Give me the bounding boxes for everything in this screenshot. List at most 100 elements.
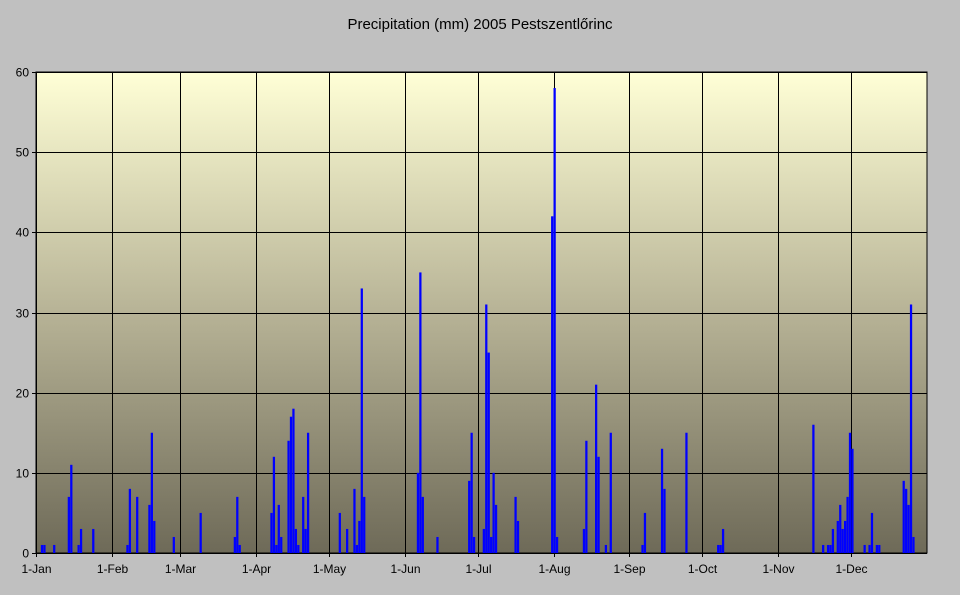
bar — [721, 528, 725, 553]
bar — [836, 520, 839, 553]
bar — [643, 512, 647, 553]
bar — [150, 432, 153, 553]
bar — [148, 504, 151, 553]
x-tick-label: 1-Mar — [165, 562, 196, 576]
bar — [551, 216, 554, 554]
bar — [270, 512, 273, 553]
bar — [294, 528, 298, 553]
axes — [32, 72, 927, 557]
bar — [338, 512, 341, 553]
bar — [717, 544, 720, 553]
bar — [875, 544, 878, 553]
bar — [306, 432, 310, 553]
bar — [43, 544, 46, 553]
bar — [419, 272, 422, 553]
x-tick-label: 1-Nov — [762, 562, 794, 576]
bar — [516, 520, 520, 553]
bar — [280, 536, 283, 553]
bar — [863, 544, 866, 553]
bar — [839, 504, 842, 553]
x-tick-label: 1-Jan — [21, 562, 51, 576]
x-tick-label: 1-Sep — [613, 562, 645, 576]
bar — [277, 504, 280, 553]
bar — [848, 432, 852, 553]
bar — [92, 528, 95, 553]
bar — [514, 496, 517, 553]
bar — [153, 520, 156, 553]
bar — [79, 528, 83, 553]
bar — [67, 496, 70, 553]
x-tick-label: 1-Oct — [688, 562, 718, 576]
bar — [868, 544, 871, 553]
bar — [272, 456, 276, 553]
bar — [609, 432, 612, 553]
x-tick-label: 1-Feb — [97, 562, 129, 576]
bar — [416, 472, 420, 553]
bar — [902, 480, 905, 553]
bar — [472, 536, 476, 553]
y-tick-label: 20 — [16, 387, 30, 401]
bar — [841, 528, 844, 553]
bar — [40, 544, 44, 553]
x-tick-labels: 1-Jan 1-Feb 1-Mar 1-Apr 1-May 1-Jun 1-Jul 1-Aug… — [21, 562, 867, 576]
bar — [585, 440, 588, 553]
y-tick-label: 50 — [16, 146, 30, 160]
bar — [358, 520, 361, 553]
bar — [287, 440, 290, 553]
bar — [136, 496, 139, 553]
bar — [641, 544, 644, 553]
bar — [275, 544, 278, 553]
x-tick-label: 1-Jun — [390, 562, 420, 576]
bar — [663, 488, 666, 553]
bar — [199, 512, 202, 553]
bar — [363, 496, 366, 553]
bar — [289, 416, 293, 553]
bar — [353, 488, 356, 553]
bar — [582, 528, 586, 553]
bar — [826, 544, 830, 553]
bar — [468, 480, 471, 553]
y-tick-label: 0 — [22, 547, 29, 561]
bar — [70, 464, 73, 553]
bar — [236, 496, 239, 553]
bar — [492, 472, 495, 553]
y-tick-label: 10 — [16, 467, 30, 481]
bar — [719, 544, 722, 553]
y-tick-label: 60 — [16, 66, 30, 80]
bar — [485, 304, 488, 553]
bar — [233, 536, 236, 553]
bar — [297, 544, 300, 553]
bar — [912, 536, 915, 553]
y-tick-labels: 0 10 20 30 40 50 60 — [16, 66, 30, 561]
bar — [870, 512, 874, 553]
bar — [304, 528, 307, 553]
bar — [812, 424, 815, 553]
bar — [878, 544, 881, 553]
chart-title: Precipitation (mm) 2005 Pestszentlőrinc — [347, 16, 613, 33]
bar — [53, 544, 56, 553]
bar — [490, 536, 493, 553]
bar — [126, 544, 129, 553]
bars — [40, 88, 915, 554]
bar — [595, 384, 598, 553]
bar — [822, 544, 825, 553]
x-tick-label: 1-Apr — [242, 562, 271, 576]
x-tick-label: 1-Aug — [538, 562, 570, 576]
bar — [436, 536, 439, 553]
bar — [482, 528, 485, 553]
bar — [238, 544, 241, 553]
x-tick-label: 1-May — [313, 562, 346, 576]
y-tick-label: 30 — [16, 307, 30, 321]
bar — [292, 408, 295, 553]
bar — [487, 352, 490, 553]
bar — [831, 528, 835, 553]
bar — [604, 544, 608, 553]
bar — [553, 88, 556, 553]
bar — [172, 536, 175, 553]
bar — [360, 288, 363, 553]
bar — [494, 504, 498, 553]
bar — [907, 504, 910, 553]
bar — [302, 496, 305, 553]
